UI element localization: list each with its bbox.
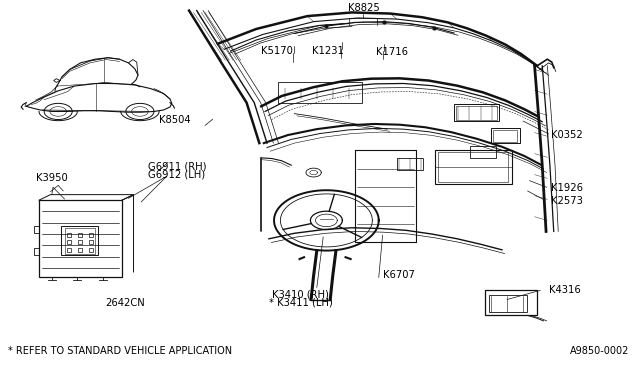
Bar: [39, 200, 122, 278]
Text: K1926: K1926: [551, 183, 583, 193]
Bar: [484, 290, 537, 315]
Bar: [438, 152, 508, 182]
Text: K6707: K6707: [383, 270, 415, 280]
Bar: [278, 82, 362, 103]
Text: K1231: K1231: [312, 45, 344, 55]
Text: * REFER TO STANDARD VEHICLE APPLICATION: * REFER TO STANDARD VEHICLE APPLICATION: [8, 346, 232, 356]
Bar: [470, 146, 495, 158]
Bar: [61, 226, 99, 255]
Bar: [488, 295, 527, 312]
Text: K3410 (RH): K3410 (RH): [273, 289, 329, 299]
Bar: [397, 158, 424, 170]
Text: K0352: K0352: [551, 130, 583, 140]
Text: K2573: K2573: [551, 196, 583, 206]
Bar: [456, 106, 497, 120]
Text: G6912 (LH): G6912 (LH): [148, 170, 205, 180]
Text: K1716: K1716: [376, 47, 408, 57]
Text: * K3411 (LH): * K3411 (LH): [269, 298, 333, 308]
Bar: [435, 150, 511, 184]
Text: K3950: K3950: [36, 173, 68, 183]
Text: K8825: K8825: [348, 3, 380, 13]
Text: K8504: K8504: [159, 115, 191, 125]
Bar: [491, 128, 520, 143]
Text: G6911 (RH): G6911 (RH): [148, 162, 206, 172]
Text: A9850-0002: A9850-0002: [570, 346, 630, 356]
Bar: [65, 228, 95, 254]
Text: 2642CN: 2642CN: [106, 298, 145, 308]
Bar: [454, 105, 499, 121]
Bar: [493, 130, 517, 142]
Text: K5170: K5170: [261, 45, 293, 55]
Text: K4316: K4316: [548, 285, 580, 295]
